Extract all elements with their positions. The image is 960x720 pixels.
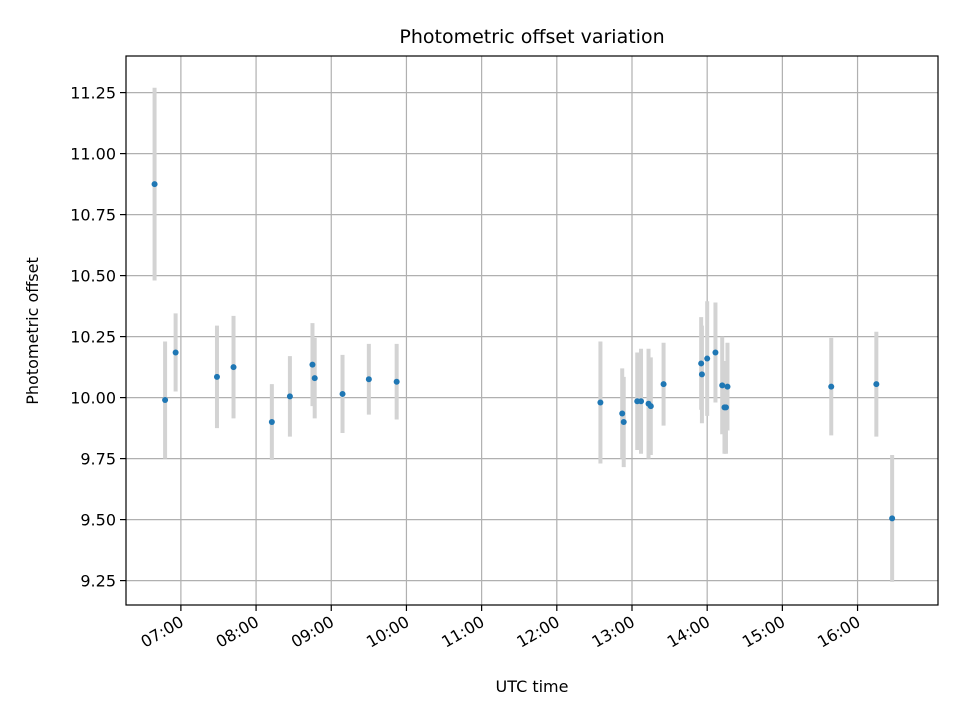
data-point xyxy=(151,181,158,188)
data-point xyxy=(698,371,705,378)
data-point xyxy=(873,381,880,388)
data-point xyxy=(311,375,318,382)
data-point xyxy=(268,419,275,425)
data-points xyxy=(151,181,896,522)
data-point xyxy=(647,403,654,410)
y-tick-label: 10.50 xyxy=(70,267,116,286)
data-point xyxy=(704,355,711,362)
data-point xyxy=(213,373,220,380)
data-point xyxy=(724,383,731,390)
data-point xyxy=(230,364,237,371)
data-point xyxy=(365,376,372,383)
data-point xyxy=(339,390,346,397)
y-tick-label: 11.25 xyxy=(70,84,116,103)
data-point xyxy=(722,404,729,411)
data-point xyxy=(162,397,169,404)
chart-title: Photometric offset variation xyxy=(399,26,664,48)
data-point xyxy=(309,361,316,368)
y-axis-ticks: 9.25 9.50 9.75 10.00 10.25 10.50 10.75 11.00 11.… xyxy=(70,84,126,591)
data-point xyxy=(620,419,627,425)
data-point xyxy=(828,383,835,390)
y-tick-label: 9.75 xyxy=(80,450,116,469)
y-tick-label: 9.25 xyxy=(80,572,116,591)
gridlines xyxy=(126,56,938,605)
data-point xyxy=(719,382,726,389)
data-point xyxy=(712,349,719,356)
data-point xyxy=(698,360,705,367)
data-point xyxy=(172,349,179,356)
data-point xyxy=(286,393,293,400)
data-point xyxy=(638,398,645,405)
y-tick-label: 10.00 xyxy=(70,389,116,408)
data-point xyxy=(660,381,667,388)
y-tick-label: 10.75 xyxy=(70,206,116,225)
data-point xyxy=(619,410,626,417)
y-axis-label: Photometric offset xyxy=(23,257,42,405)
data-point xyxy=(597,399,604,406)
y-tick-label: 10.25 xyxy=(70,328,116,347)
data-point xyxy=(889,515,896,522)
plot-frame xyxy=(125,55,939,606)
x-axis-label: UTC time xyxy=(496,677,569,696)
y-tick-label: 9.50 xyxy=(80,511,116,530)
data-point xyxy=(393,378,400,385)
y-tick-label: 11.00 xyxy=(70,145,116,164)
